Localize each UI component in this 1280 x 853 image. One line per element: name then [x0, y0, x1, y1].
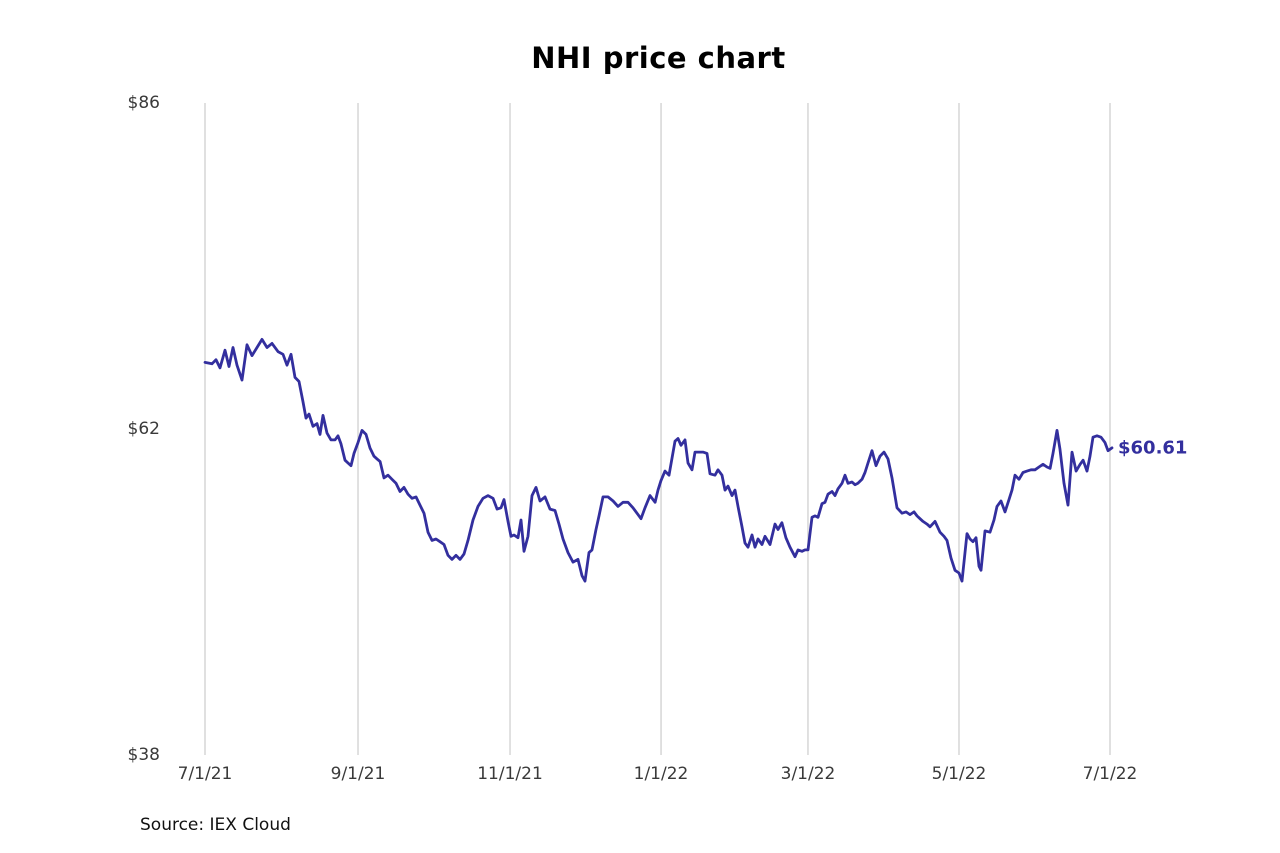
x-tick-label: 9/1/21	[330, 764, 386, 784]
x-tick-label: 1/1/22	[633, 764, 689, 784]
y-tick-label: $86	[127, 93, 160, 113]
price-line	[203, 337, 1114, 583]
y-tick-label: $38	[127, 745, 160, 765]
last-price-label: $60.61	[1118, 437, 1188, 459]
y-tick-label: $62	[127, 419, 160, 439]
x-tick-label: 7/1/21	[177, 764, 233, 784]
x-tick-label: 3/1/22	[780, 764, 836, 784]
source-note: Source: IEX Cloud	[140, 815, 291, 835]
x-tick-label: 11/1/21	[477, 764, 543, 784]
x-tick-label: 5/1/22	[931, 764, 987, 784]
chart-title: NHI price chart	[531, 41, 786, 75]
x-tick-label: 7/1/22	[1082, 764, 1138, 784]
